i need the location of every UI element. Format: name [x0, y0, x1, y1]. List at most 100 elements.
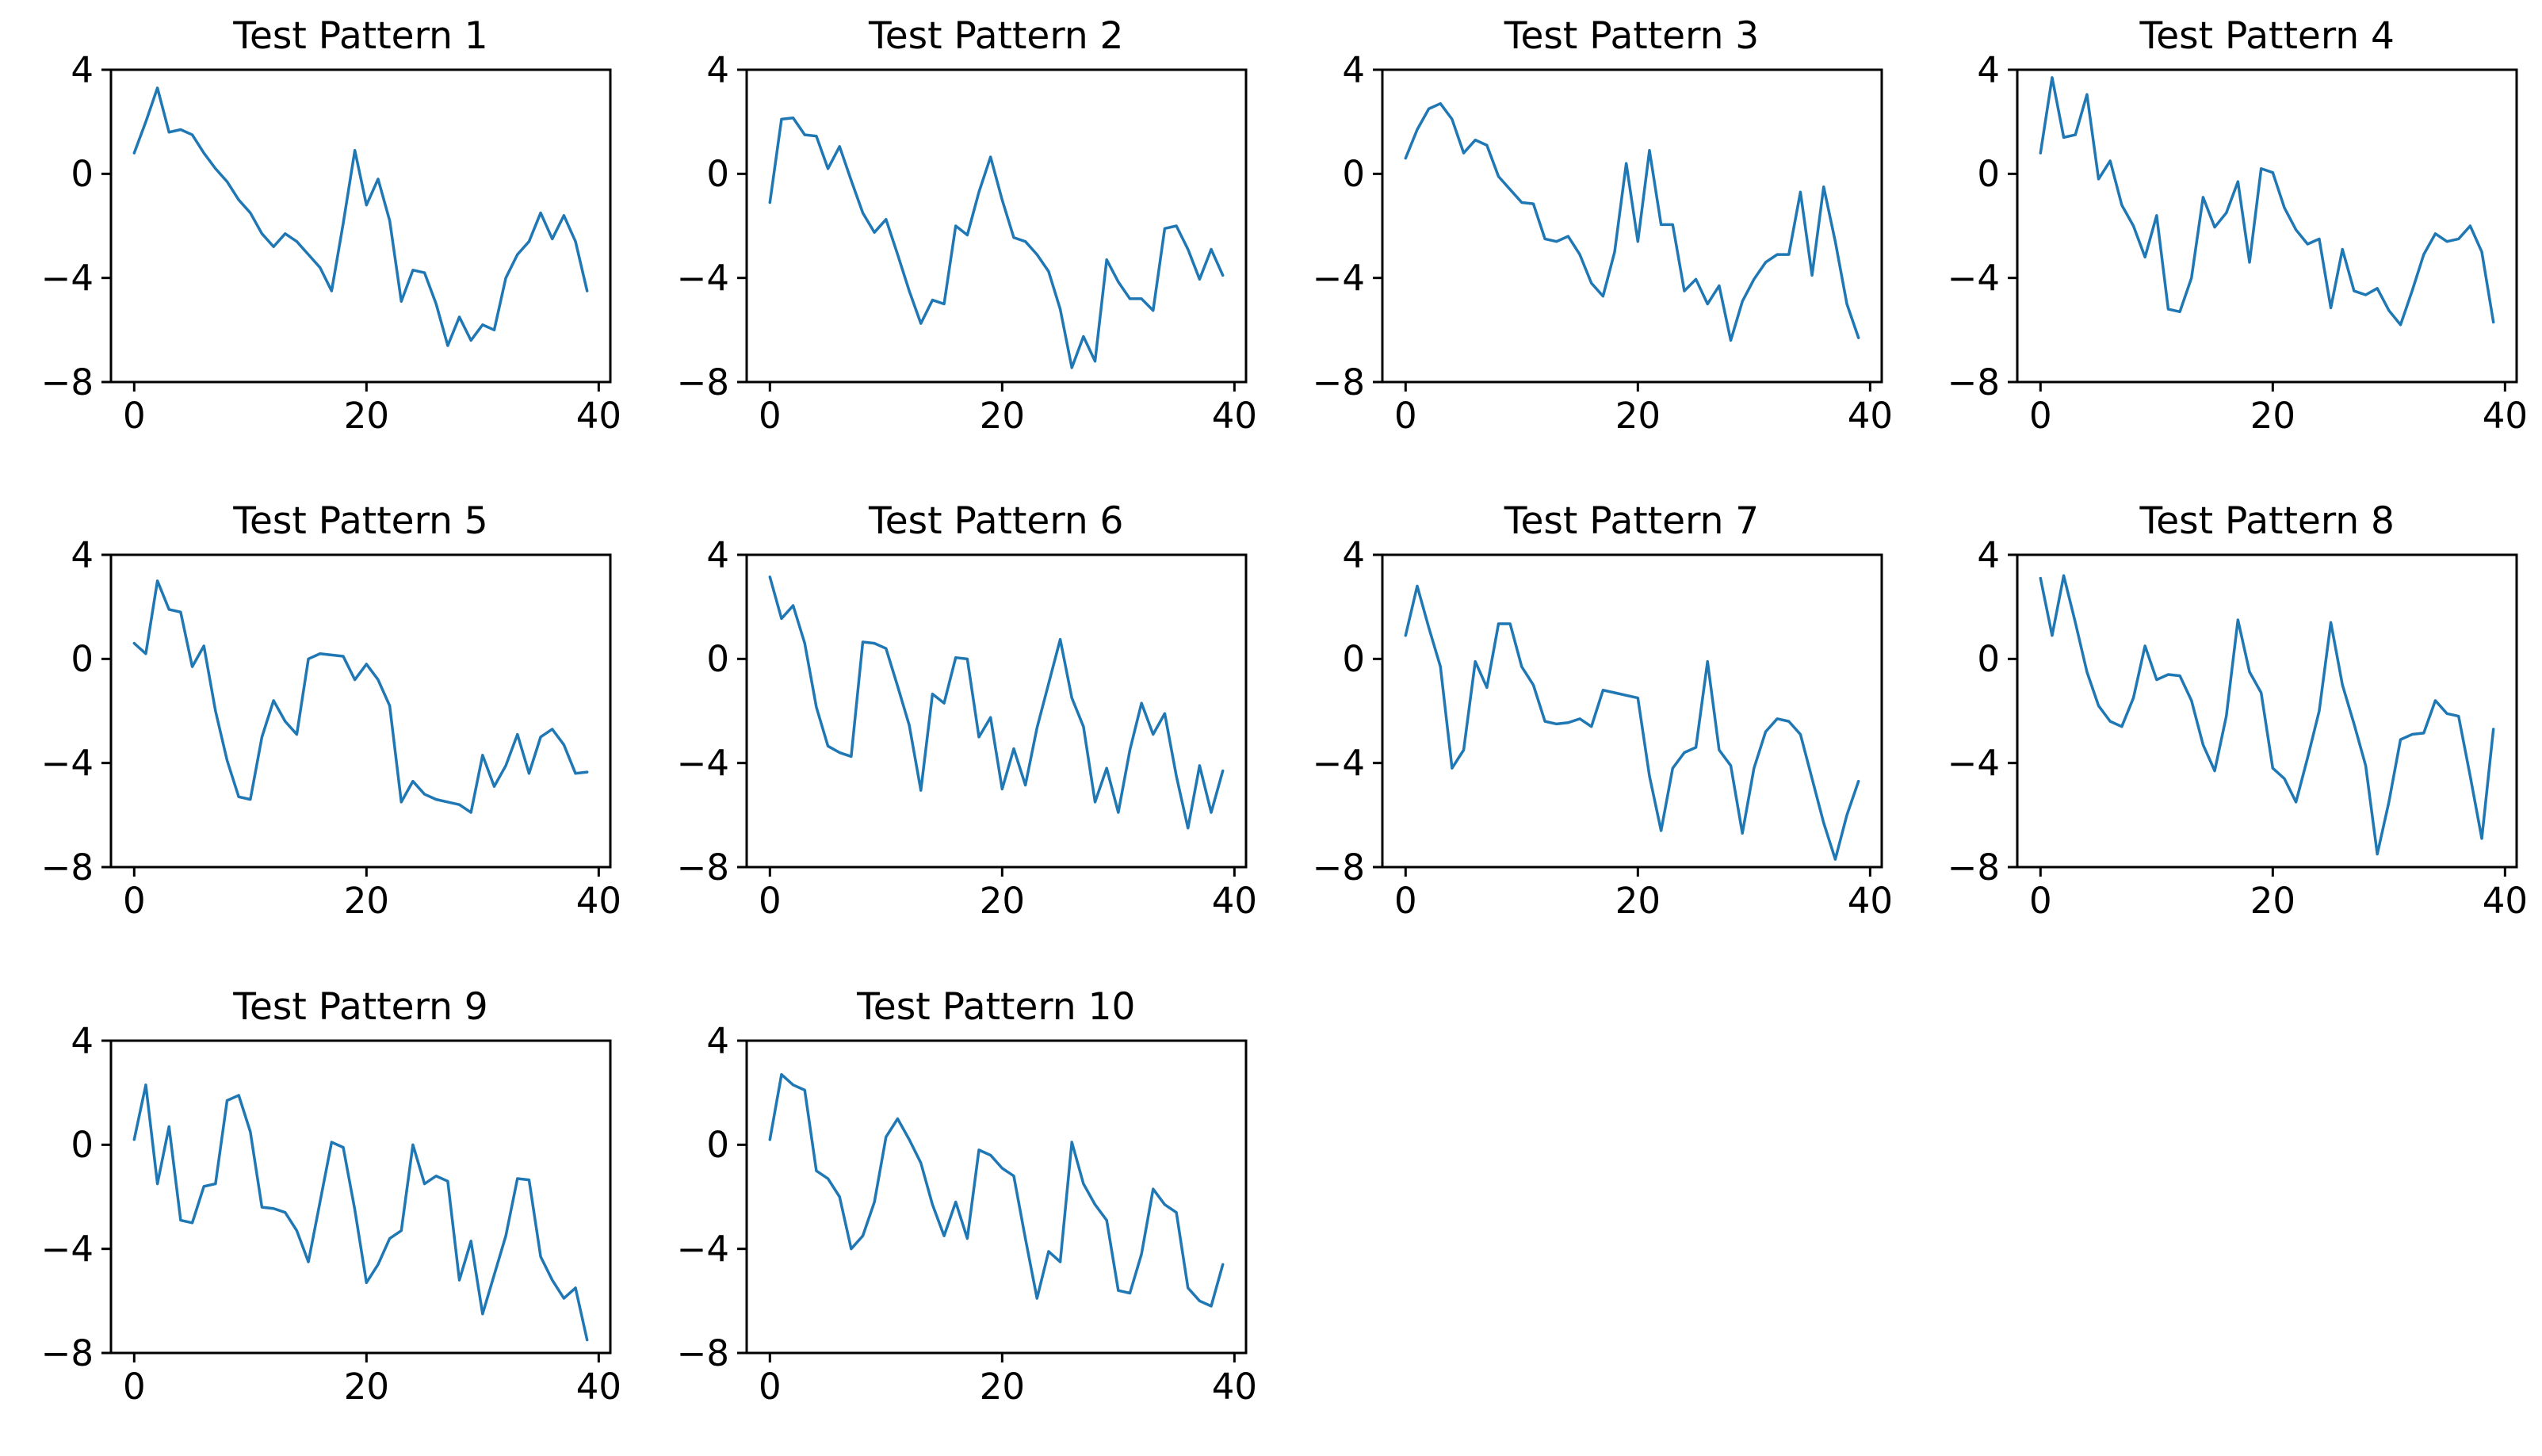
x-tick-label: 40 — [576, 1366, 621, 1408]
y-tick-label: −4 — [1948, 743, 2000, 785]
y-tick-label: −4 — [1948, 257, 2000, 299]
y-tick-label: 0 — [1978, 153, 2001, 195]
y-tick-label: 4 — [1978, 534, 2001, 576]
plot-frame — [745, 1039, 1248, 1355]
y-tick-label: −4 — [41, 743, 94, 785]
subplot-test-pattern-6: Test Pattern 6 4 0 −4 −8 0 20 40 — [636, 485, 1271, 970]
line-chart: 40−4−80 20 40 — [676, 49, 1256, 437]
y-tick-label: 0 — [1978, 638, 2001, 680]
chart-title: Test Pattern 3 — [1504, 14, 1760, 58]
y-tick-label: 4 — [71, 49, 94, 91]
x-tick-label: 20 — [2250, 395, 2295, 437]
y-tick-label: −8 — [1948, 846, 2000, 889]
y-tick-label: 0 — [706, 153, 729, 195]
y-tick-label: −4 — [1312, 257, 1364, 299]
x-tick-label: 20 — [979, 880, 1024, 922]
line-chart: 40−4−80 20 40 — [1312, 49, 1892, 437]
x-tick-label: 40 — [1847, 395, 1892, 437]
x-tick-label: 20 — [344, 1366, 389, 1408]
line-chart: 40−4−80 20 40 — [676, 534, 1256, 922]
x-tick-label: 20 — [979, 395, 1024, 437]
line-chart: 40−4−80 20 40 — [41, 1019, 621, 1408]
y-tick-label: 4 — [706, 1019, 729, 1061]
line-chart: 40−4−80 20 40 — [41, 534, 621, 922]
y-tick-label: 0 — [1342, 153, 1365, 195]
y-tick-label: 0 — [1342, 638, 1365, 680]
x-tick-label: 0 — [2029, 880, 2052, 922]
x-tick-label: 40 — [576, 395, 621, 437]
chart-title: Test Pattern 9 — [233, 984, 488, 1029]
y-tick-label: −8 — [41, 361, 94, 403]
x-tick-label: 40 — [1847, 880, 1892, 922]
x-tick-label: 0 — [123, 880, 146, 922]
y-tick-label: −4 — [41, 257, 94, 299]
chart-title: Test Pattern 4 — [2139, 14, 2395, 58]
chart-title: Test Pattern 2 — [869, 14, 1124, 58]
x-tick-label: 40 — [1211, 1366, 1256, 1408]
y-tick-label: 4 — [706, 49, 729, 91]
x-tick-label: 0 — [759, 395, 782, 437]
plot-frame — [1381, 553, 1883, 869]
x-tick-label: 40 — [2483, 395, 2528, 437]
y-tick-label: −8 — [1312, 846, 1364, 889]
y-tick-label: 4 — [706, 534, 729, 576]
data-line — [1404, 584, 1860, 862]
plot-frame — [1381, 68, 1883, 384]
y-tick-label: −8 — [676, 846, 728, 889]
subplot-test-pattern-1: Test Pattern 1 4 0 −4 −8 0 20 40 — [0, 0, 636, 485]
plot-frame — [745, 553, 1248, 869]
chart-title: Test Pattern 1 — [233, 14, 488, 58]
data-line — [768, 575, 1225, 830]
y-tick-label: −8 — [676, 361, 728, 403]
chart-title: Test Pattern 6 — [869, 499, 1124, 544]
x-tick-label: 0 — [123, 1366, 146, 1408]
subplot-test-pattern-8: Test Pattern 8 4 0 −4 −8 0 20 40 — [1906, 485, 2542, 970]
chart-title: Test Pattern 8 — [2139, 499, 2395, 544]
subplot-test-pattern-10: Test Pattern 10 4 0 −4 −8 0 20 40 — [636, 971, 1271, 1456]
x-tick-label: 0 — [759, 1366, 782, 1408]
subplot-test-pattern-3: Test Pattern 3 4 0 −4 −8 0 20 40 — [1271, 0, 1907, 485]
y-tick-label: −4 — [676, 1228, 728, 1270]
x-tick-label: 20 — [1615, 395, 1660, 437]
data-line — [132, 579, 589, 815]
x-tick-label: 40 — [576, 880, 621, 922]
data-line — [1404, 101, 1860, 342]
y-tick-label: 0 — [71, 638, 94, 680]
plot-frame — [109, 1039, 612, 1355]
x-tick-label: 20 — [1615, 880, 1660, 922]
x-tick-label: 40 — [1211, 880, 1256, 922]
data-line — [132, 1083, 589, 1341]
x-tick-label: 20 — [344, 880, 389, 922]
line-chart: 40−4−80 20 40 — [1948, 534, 2528, 922]
data-line — [132, 86, 589, 347]
subplot-test-pattern-9: Test Pattern 9 4 0 −4 −8 0 20 40 — [0, 971, 636, 1456]
y-tick-label: 0 — [71, 153, 94, 195]
x-tick-label: 0 — [759, 880, 782, 922]
chart-title: Test Pattern 5 — [233, 499, 488, 544]
line-chart: 40−4−80 20 40 — [1312, 534, 1892, 922]
subplot-test-pattern-7: Test Pattern 7 4 0 −4 −8 0 20 40 — [1271, 485, 1907, 970]
x-tick-label: 0 — [1393, 395, 1416, 437]
line-chart: 40−4−80 20 40 — [676, 1019, 1256, 1408]
line-chart: 40−4−80 20 40 — [41, 49, 621, 437]
x-tick-label: 0 — [2029, 395, 2052, 437]
y-tick-label: 4 — [71, 534, 94, 576]
x-tick-label: 20 — [344, 395, 389, 437]
y-tick-label: −4 — [676, 743, 728, 785]
y-tick-label: 4 — [1978, 49, 2001, 91]
y-tick-label: −8 — [41, 846, 94, 889]
plot-frame — [109, 68, 612, 384]
data-line — [768, 116, 1225, 369]
y-tick-label: −4 — [1312, 743, 1364, 785]
chart-title: Test Pattern 10 — [857, 984, 1136, 1029]
y-tick-label: 4 — [1342, 49, 1365, 91]
y-tick-label: 4 — [71, 1019, 94, 1061]
data-line — [2039, 76, 2495, 327]
y-tick-label: −8 — [1948, 361, 2000, 403]
x-tick-label: 20 — [2250, 880, 2295, 922]
subplot-test-pattern-2: Test Pattern 2 4 0 −4 −8 0 20 40 — [636, 0, 1271, 485]
y-tick-label: 0 — [706, 1124, 729, 1166]
plot-frame — [2016, 553, 2518, 869]
x-tick-label: 20 — [979, 1366, 1024, 1408]
